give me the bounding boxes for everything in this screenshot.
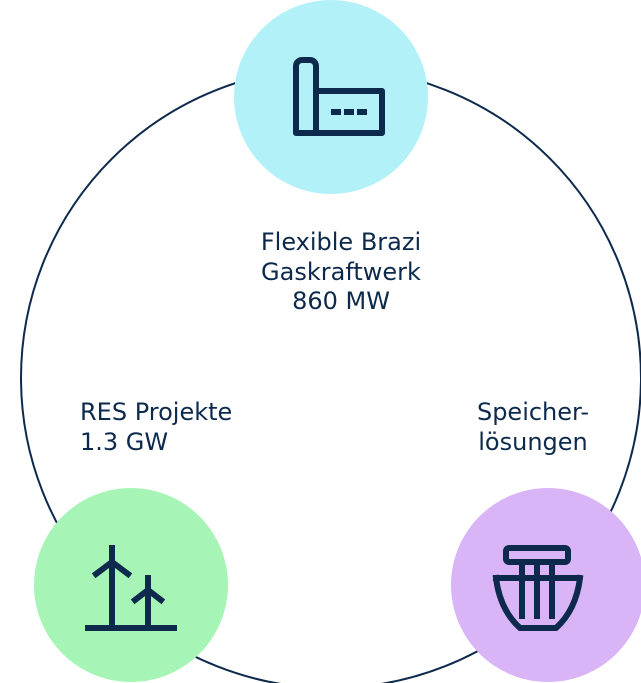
node-label: Speicher- <box>477 398 589 426</box>
node-label: Gaskraftwerk <box>261 258 421 286</box>
node-label: Flexible Brazi <box>261 228 421 256</box>
res-badge <box>34 488 228 682</box>
node-label: 1.3 GW <box>80 428 168 456</box>
node-label: 860 MW <box>292 287 390 315</box>
storage-badge <box>451 488 641 682</box>
storage-icon <box>492 545 584 631</box>
node-label: RES Projekte <box>80 398 232 426</box>
gas-plant-icon <box>293 57 385 136</box>
gas-plant-badge <box>234 0 428 194</box>
node-label: lösungen <box>478 428 588 456</box>
wind-icon <box>85 545 177 631</box>
